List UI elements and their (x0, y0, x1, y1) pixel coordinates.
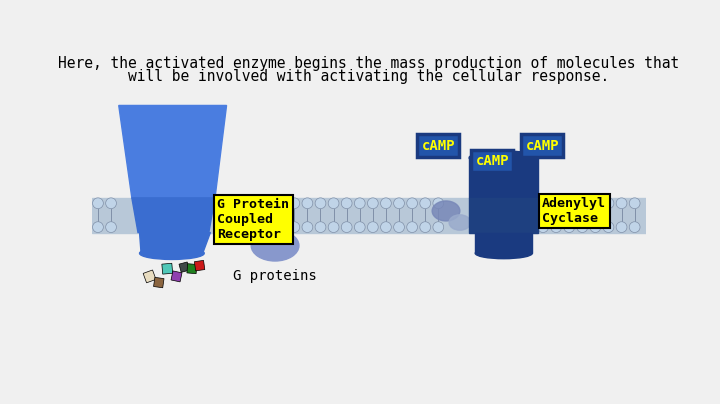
Circle shape (381, 198, 392, 208)
Polygon shape (179, 262, 189, 272)
Circle shape (551, 198, 562, 208)
Ellipse shape (251, 230, 299, 261)
Circle shape (328, 198, 339, 208)
Bar (469, 158, 539, 198)
Text: G Protein
Coupled
Receptor: G Protein Coupled Receptor (217, 198, 289, 241)
Circle shape (420, 222, 431, 233)
Circle shape (590, 198, 600, 208)
Circle shape (341, 222, 352, 233)
Circle shape (289, 198, 300, 208)
Circle shape (381, 222, 392, 233)
Circle shape (315, 198, 326, 208)
Polygon shape (119, 105, 227, 198)
Polygon shape (171, 271, 182, 282)
Circle shape (315, 222, 326, 233)
Circle shape (538, 222, 549, 233)
Polygon shape (143, 270, 156, 283)
Ellipse shape (475, 248, 532, 259)
Circle shape (629, 222, 640, 233)
Circle shape (250, 198, 261, 208)
Circle shape (420, 198, 431, 208)
Text: cAMP: cAMP (526, 139, 559, 152)
Ellipse shape (449, 215, 471, 230)
Polygon shape (187, 264, 197, 274)
Circle shape (603, 222, 614, 233)
Circle shape (341, 198, 352, 208)
Circle shape (289, 222, 300, 233)
Ellipse shape (469, 151, 539, 165)
Text: G proteins: G proteins (233, 269, 317, 283)
Circle shape (590, 222, 600, 233)
Circle shape (407, 222, 418, 233)
Circle shape (106, 198, 117, 208)
Circle shape (93, 222, 104, 233)
Circle shape (538, 198, 549, 208)
Circle shape (551, 222, 562, 233)
Circle shape (577, 222, 588, 233)
Circle shape (354, 222, 365, 233)
Circle shape (276, 222, 287, 233)
Circle shape (263, 222, 274, 233)
Circle shape (93, 198, 104, 208)
Polygon shape (162, 263, 173, 274)
Circle shape (577, 198, 588, 208)
Text: cAMP: cAMP (475, 154, 509, 168)
Text: Here, the activated enzyme begins the mass production of molecules that: Here, the activated enzyme begins the ma… (58, 56, 680, 71)
Circle shape (302, 198, 312, 208)
Circle shape (629, 198, 640, 208)
Circle shape (433, 198, 444, 208)
Circle shape (250, 222, 261, 233)
Circle shape (276, 198, 287, 208)
Circle shape (263, 198, 274, 208)
Circle shape (616, 198, 627, 208)
Circle shape (564, 198, 575, 208)
Ellipse shape (140, 247, 204, 259)
Text: cAMP: cAMP (421, 139, 455, 152)
Bar (475, 233, 532, 253)
Circle shape (394, 198, 405, 208)
Circle shape (367, 222, 378, 233)
Polygon shape (132, 198, 215, 233)
Text: will be involved with activating the cellular response.: will be involved with activating the cel… (128, 69, 610, 84)
Circle shape (616, 222, 627, 233)
Circle shape (407, 198, 418, 208)
Circle shape (328, 222, 339, 233)
Ellipse shape (432, 201, 460, 221)
Text: Adenylyl
Cyclase: Adenylyl Cyclase (542, 197, 606, 225)
Polygon shape (140, 233, 210, 253)
Circle shape (433, 222, 444, 233)
Circle shape (367, 198, 378, 208)
Bar (92, 198, 647, 233)
Circle shape (603, 198, 614, 208)
Bar (469, 198, 539, 233)
Circle shape (564, 222, 575, 233)
Circle shape (394, 222, 405, 233)
Polygon shape (153, 277, 164, 288)
Circle shape (106, 222, 117, 233)
Circle shape (302, 222, 312, 233)
Circle shape (354, 198, 365, 208)
Polygon shape (194, 261, 204, 271)
